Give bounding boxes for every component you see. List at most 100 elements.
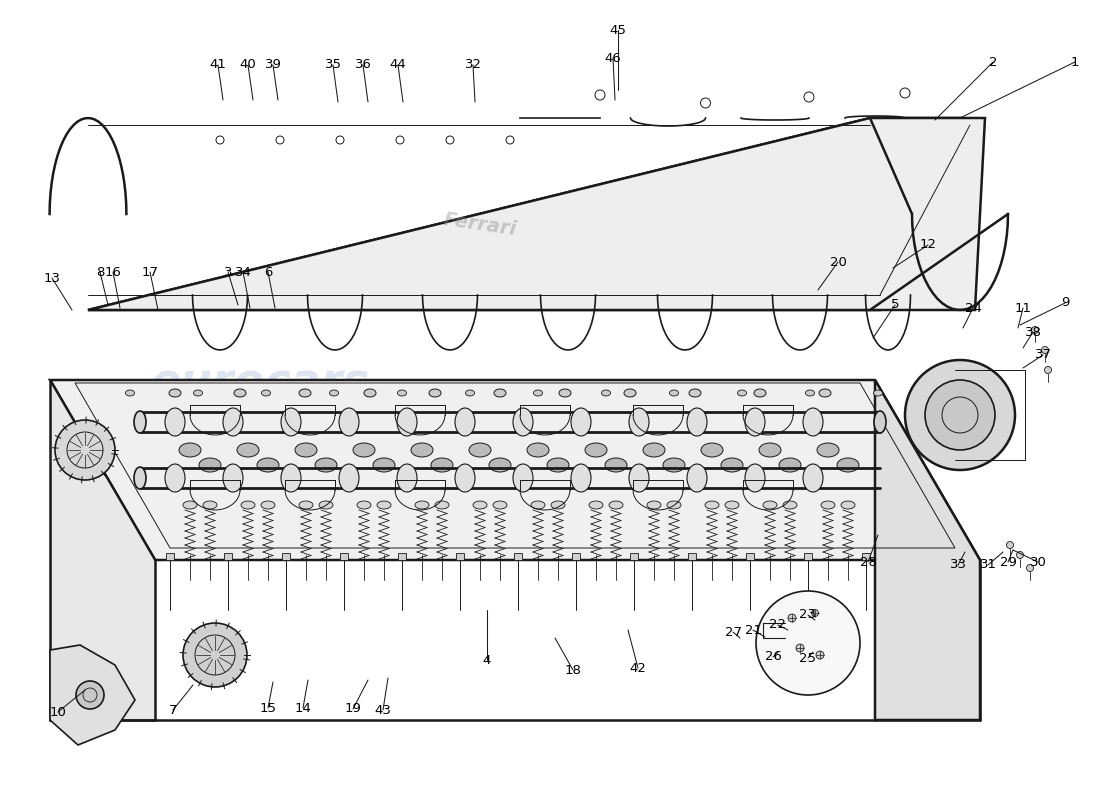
Text: Ferrari: Ferrari — [442, 210, 518, 239]
Text: 20: 20 — [829, 255, 846, 269]
Text: 32: 32 — [464, 58, 482, 71]
FancyBboxPatch shape — [340, 553, 348, 560]
Ellipse shape — [490, 458, 512, 472]
Ellipse shape — [783, 501, 798, 509]
Ellipse shape — [134, 467, 146, 489]
Ellipse shape — [737, 390, 747, 396]
Ellipse shape — [670, 390, 679, 396]
Ellipse shape — [624, 389, 636, 397]
Ellipse shape — [494, 389, 506, 397]
Text: 2: 2 — [989, 55, 998, 69]
Circle shape — [756, 591, 860, 695]
Text: 26: 26 — [764, 650, 781, 663]
Ellipse shape — [204, 501, 217, 509]
Ellipse shape — [415, 501, 429, 509]
Ellipse shape — [397, 408, 417, 436]
Ellipse shape — [465, 390, 474, 396]
Ellipse shape — [647, 501, 661, 509]
Ellipse shape — [280, 408, 301, 436]
Ellipse shape — [803, 408, 823, 436]
Text: 31: 31 — [979, 558, 997, 571]
Text: 34: 34 — [234, 266, 252, 278]
Circle shape — [905, 360, 1015, 470]
Ellipse shape — [754, 389, 766, 397]
Ellipse shape — [125, 390, 134, 396]
Text: 42: 42 — [629, 662, 647, 674]
Ellipse shape — [455, 464, 475, 492]
FancyBboxPatch shape — [572, 553, 580, 560]
Polygon shape — [874, 380, 980, 720]
Ellipse shape — [629, 464, 649, 492]
Ellipse shape — [763, 501, 777, 509]
Text: 29: 29 — [1000, 555, 1016, 569]
Ellipse shape — [315, 458, 337, 472]
Ellipse shape — [473, 501, 487, 509]
Ellipse shape — [745, 408, 764, 436]
Ellipse shape — [701, 443, 723, 457]
Text: 7: 7 — [168, 703, 177, 717]
Text: 6: 6 — [264, 266, 272, 278]
Text: 46: 46 — [605, 51, 621, 65]
Ellipse shape — [527, 443, 549, 457]
Ellipse shape — [513, 464, 534, 492]
Text: 9: 9 — [1060, 297, 1069, 310]
Ellipse shape — [353, 443, 375, 457]
Text: 18: 18 — [564, 663, 582, 677]
Ellipse shape — [803, 464, 823, 492]
Text: 11: 11 — [1014, 302, 1032, 314]
FancyBboxPatch shape — [282, 553, 290, 560]
Polygon shape — [50, 380, 155, 720]
Ellipse shape — [644, 443, 666, 457]
Ellipse shape — [559, 389, 571, 397]
Text: 25: 25 — [800, 651, 816, 665]
Ellipse shape — [513, 408, 534, 436]
Ellipse shape — [1006, 542, 1013, 549]
Text: 3: 3 — [223, 266, 232, 278]
Ellipse shape — [534, 390, 542, 396]
Text: 4: 4 — [483, 654, 492, 666]
Ellipse shape — [609, 501, 623, 509]
Ellipse shape — [779, 458, 801, 472]
Text: 10: 10 — [50, 706, 66, 718]
Circle shape — [55, 420, 116, 480]
Circle shape — [76, 681, 104, 709]
Ellipse shape — [745, 464, 764, 492]
Circle shape — [796, 644, 804, 652]
Ellipse shape — [411, 443, 433, 457]
Ellipse shape — [493, 501, 507, 509]
Ellipse shape — [585, 443, 607, 457]
Text: 17: 17 — [142, 266, 158, 278]
Ellipse shape — [821, 501, 835, 509]
Ellipse shape — [689, 389, 701, 397]
Ellipse shape — [234, 389, 246, 397]
Text: 36: 36 — [354, 58, 372, 71]
FancyBboxPatch shape — [224, 553, 232, 560]
Ellipse shape — [588, 501, 603, 509]
Ellipse shape — [169, 389, 182, 397]
Text: 5: 5 — [891, 298, 900, 311]
Text: 22: 22 — [770, 618, 786, 631]
Ellipse shape — [397, 390, 407, 396]
Ellipse shape — [183, 501, 197, 509]
Polygon shape — [50, 645, 135, 745]
Text: 28: 28 — [859, 555, 877, 569]
Ellipse shape — [469, 443, 491, 457]
Text: 37: 37 — [1034, 349, 1052, 362]
Ellipse shape — [397, 464, 417, 492]
Polygon shape — [50, 380, 980, 560]
Text: 33: 33 — [949, 558, 967, 571]
FancyBboxPatch shape — [804, 553, 812, 560]
Ellipse shape — [339, 408, 359, 436]
Ellipse shape — [720, 458, 742, 472]
Circle shape — [183, 623, 248, 687]
Ellipse shape — [1032, 326, 1038, 334]
Ellipse shape — [179, 443, 201, 457]
Ellipse shape — [364, 389, 376, 397]
Circle shape — [812, 610, 818, 617]
Ellipse shape — [705, 501, 719, 509]
Text: 24: 24 — [965, 302, 981, 314]
Ellipse shape — [165, 464, 185, 492]
Ellipse shape — [330, 390, 339, 396]
Ellipse shape — [688, 408, 707, 436]
FancyBboxPatch shape — [456, 553, 464, 560]
